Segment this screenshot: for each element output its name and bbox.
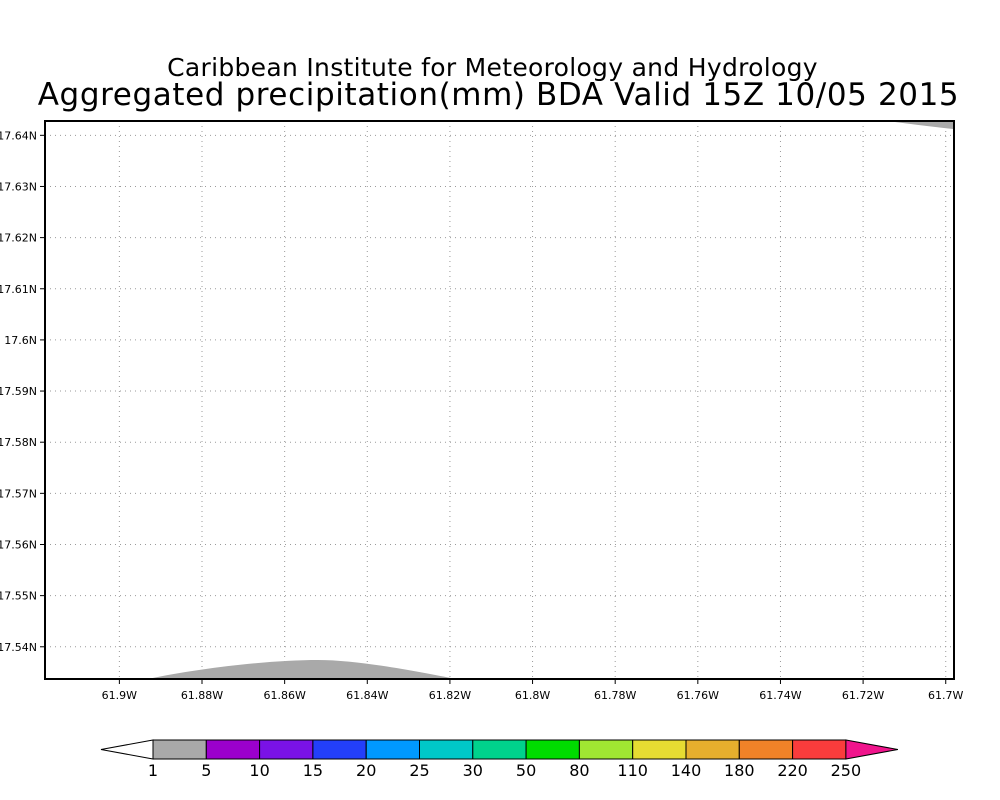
precipitation-areas <box>148 122 953 679</box>
colorbar-swatch <box>312 739 367 760</box>
colorbar-label: 10 <box>249 761 269 780</box>
colorbar-label: 15 <box>303 761 323 780</box>
colorbar-swatch <box>525 739 580 760</box>
lat-tick-label: 17.61N <box>0 283 37 296</box>
lon-tick-label: 61.9W <box>102 689 137 702</box>
lat-tick-label: 17.58N <box>0 436 37 449</box>
lon-tick-label: 61.7W <box>928 689 963 702</box>
lon-tick-label: 61.82W <box>429 689 471 702</box>
lon-tick-label: 61.8W <box>515 689 550 702</box>
colorbar-label: 220 <box>777 761 808 780</box>
colorbar-over-triangle <box>845 739 898 760</box>
colorbar-swatch <box>205 739 261 760</box>
colorbar-swatch <box>472 739 527 760</box>
colorbar-label: 180 <box>724 761 755 780</box>
lat-tick-label: 17.57N <box>0 487 37 500</box>
colorbar-label: 250 <box>831 761 862 780</box>
colorbar-legend: 1 5 10 15 20 25 30 50 80 110 140 180 220 250 <box>100 739 898 780</box>
lon-tick-label: 61.88W <box>181 689 223 702</box>
lon-tick-label: 61.76W <box>677 689 719 702</box>
lat-tick-label: 17.64N <box>0 129 37 142</box>
latitude-axis: 17.64N 17.63N 17.62N 17.61N 17.6N 17.59N 17.58… <box>0 129 45 654</box>
colorbar-swatch <box>738 739 794 760</box>
map-grid <box>45 121 954 679</box>
colorbar-label: 25 <box>409 761 429 780</box>
colorbar-swatch <box>578 739 634 760</box>
colorbar-label: 5 <box>201 761 211 780</box>
lat-tick-label: 17.54N <box>0 641 37 654</box>
colorbar-swatch <box>685 739 740 760</box>
colorbar-swatch <box>632 739 687 760</box>
lat-tick-label: 17.55N <box>0 590 37 603</box>
colorbar-label: 1 <box>148 761 158 780</box>
precip-area-top-right <box>895 122 953 129</box>
lon-tick-label: 61.86W <box>263 689 305 702</box>
colorbar-swatch <box>259 739 314 760</box>
colorbar-label: 140 <box>671 761 702 780</box>
lon-tick-label: 61.72W <box>842 689 884 702</box>
lat-tick-label: 17.6N <box>4 334 37 347</box>
precip-area-bottom <box>148 660 456 679</box>
colorbar-under-triangle <box>100 739 154 760</box>
colorbar-swatch <box>419 739 474 760</box>
colorbar-swatch <box>792 739 847 760</box>
colorbar-swatch <box>365 739 421 760</box>
lat-tick-label: 17.63N <box>0 180 37 193</box>
colorbar-swatch <box>152 739 207 760</box>
colorbar-label: 30 <box>463 761 483 780</box>
map-title: Caribbean Institute for Meteorology and … <box>167 53 818 82</box>
lon-tick-label: 61.74W <box>759 689 801 702</box>
longitude-axis: 61.9W 61.88W 61.86W 61.84W 61.82W 61.8W 61.78W… <box>102 679 964 702</box>
lat-tick-label: 17.62N <box>0 232 37 245</box>
map-subtitle: Aggregated precipitation(mm) BDA Valid 1… <box>37 77 960 113</box>
lat-tick-label: 17.56N <box>0 538 37 551</box>
lon-tick-label: 61.78W <box>594 689 636 702</box>
colorbar-label: 50 <box>516 761 536 780</box>
lon-tick-label: 61.84W <box>346 689 388 702</box>
lat-tick-label: 17.59N <box>0 385 37 398</box>
colorbar-label: 110 <box>617 761 648 780</box>
colorbar-label: 80 <box>569 761 589 780</box>
colorbar-label: 20 <box>356 761 376 780</box>
map-frame <box>44 120 955 680</box>
